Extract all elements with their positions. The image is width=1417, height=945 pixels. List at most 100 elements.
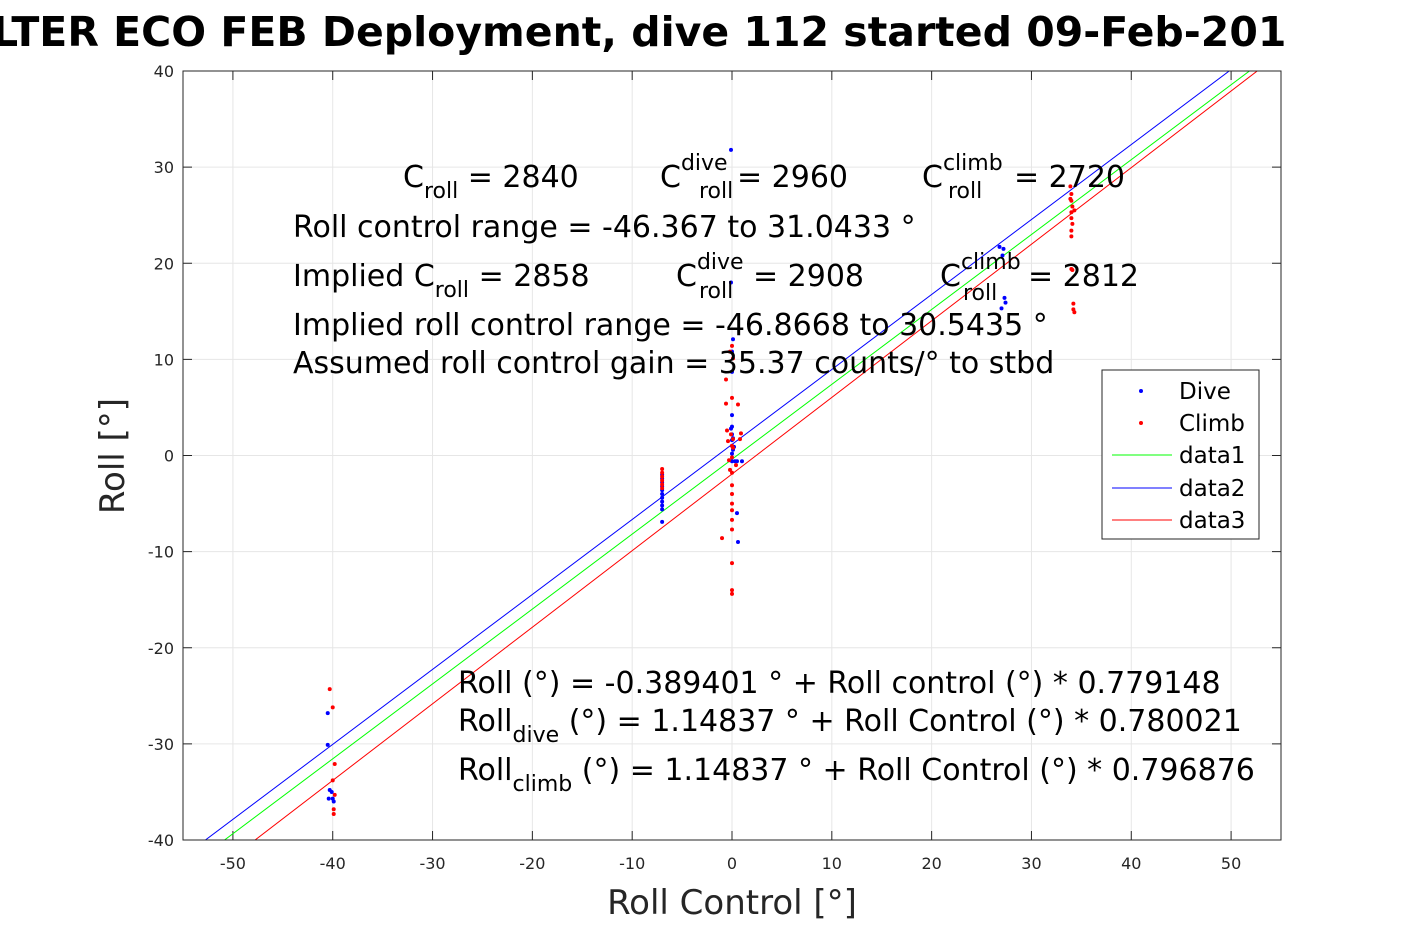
- climb-point: [730, 501, 734, 506]
- climb-point: [1068, 184, 1073, 189]
- climb-point: [327, 687, 332, 692]
- legend-label-climb: Climb: [1179, 411, 1245, 437]
- climb-point: [1072, 208, 1077, 213]
- legend-label-dive: Dive: [1179, 379, 1231, 405]
- climb-point: [726, 439, 731, 444]
- x-tick-label: 0: [727, 854, 737, 873]
- dive-point: [730, 413, 734, 418]
- climb-point: [733, 463, 738, 468]
- climb-point: [730, 491, 734, 496]
- y-tick-label: 0: [164, 447, 174, 466]
- climb-point: [730, 395, 734, 400]
- climb-point: [330, 705, 335, 710]
- y-tick-label: 10: [154, 350, 174, 369]
- climb-point: [1068, 196, 1073, 201]
- dive-point: [729, 280, 734, 285]
- dive-point: [660, 503, 665, 508]
- climb-point: [330, 778, 335, 783]
- climb-point: [1069, 228, 1074, 233]
- annotation-implied-climb-sub: roll: [963, 281, 997, 306]
- climb-point: [1069, 234, 1074, 239]
- dive-point: [730, 424, 734, 429]
- x-tick-label: 10: [822, 854, 842, 873]
- climb-point: [1070, 267, 1075, 272]
- annotation-croll-climb-sub: roll: [948, 179, 982, 204]
- climb-point: [728, 467, 733, 472]
- x-tick-label: 30: [1021, 854, 1041, 873]
- climb-point: [730, 527, 734, 532]
- climb-point: [331, 812, 336, 817]
- x-tick-label: -10: [619, 854, 645, 873]
- climb-point: [1070, 221, 1075, 226]
- y-tick-label: -30: [148, 735, 174, 754]
- dive-point: [660, 499, 665, 504]
- dive-point: [1003, 300, 1008, 305]
- climb-point: [729, 432, 734, 437]
- climb-point: [331, 807, 336, 812]
- climb-point: [724, 377, 729, 382]
- dive-point: [326, 796, 331, 801]
- climb-point: [724, 401, 729, 406]
- climb-point: [730, 517, 734, 522]
- x-tick-label: -40: [320, 854, 346, 873]
- climb-point: [730, 470, 734, 475]
- climb-point: [730, 561, 734, 566]
- climb-point: [730, 591, 734, 596]
- y-tick-label: -10: [148, 543, 174, 562]
- x-tick-label: -20: [519, 854, 545, 873]
- annotation-implied-climb: Cclimb: [940, 250, 1021, 294]
- dive-point: [734, 459, 739, 464]
- climb-point: [730, 356, 735, 361]
- y-tick-label: 30: [154, 158, 174, 177]
- dive-point: [331, 799, 336, 804]
- climb-point: [720, 536, 725, 541]
- dive-point: [729, 147, 734, 152]
- legend-label-data3: data3: [1179, 508, 1245, 534]
- annotation-implied-dive-sub: roll: [699, 279, 733, 304]
- climb-point: [735, 402, 740, 407]
- x-axis-label: Roll Control [°]: [607, 883, 857, 923]
- dive-point: [735, 540, 740, 545]
- dive-point: [730, 337, 735, 342]
- climb-point: [1072, 310, 1077, 315]
- dive-point: [325, 711, 330, 716]
- annotation-fit-dive: Rolldive (°) = 1.14837 ° + Roll Control …: [458, 704, 1242, 748]
- annotation-croll-dive-value: = 2960: [737, 160, 848, 195]
- legend-label-data1: data1: [1179, 443, 1245, 469]
- dive-point: [329, 789, 334, 794]
- annotation-implied-range: Implied roll control range = -46.8668 to…: [293, 308, 1048, 343]
- dive-point: [734, 511, 739, 516]
- annotation-croll-dive: Cdive: [660, 151, 728, 195]
- annotation-croll-climb: Cclimb: [922, 151, 1003, 195]
- climb-point: [660, 478, 665, 483]
- x-tick-label: 20: [921, 854, 941, 873]
- data-points: [325, 147, 1077, 817]
- annotation-implied-croll: Implied Croll = 2858: [293, 259, 590, 303]
- dive-point: [997, 244, 1002, 249]
- annotation-roll-control-range: Roll control range = -46.367 to 31.0433 …: [293, 210, 916, 245]
- y-tick-label: -20: [148, 639, 174, 658]
- climb-point: [730, 483, 734, 488]
- climb-point: [332, 792, 337, 797]
- annotation-fit-climb: Rollclimb (°) = 1.14837 ° + Roll Control…: [458, 753, 1255, 797]
- y-tick-label: 40: [154, 62, 174, 81]
- climb-point: [332, 762, 337, 767]
- y-tick-label: -40: [148, 831, 174, 850]
- annotation-implied-dive: Cdive: [676, 250, 744, 294]
- dive-point: [660, 495, 665, 500]
- annotation-croll: Croll = 2840: [403, 160, 579, 204]
- climb-point: [660, 466, 665, 471]
- climb-point: [730, 588, 734, 593]
- chart-title: LTER ECO FEB Deployment, dive 112 starte…: [0, 8, 1286, 56]
- climb-point: [1069, 210, 1074, 215]
- climb-point: [730, 437, 735, 442]
- annotation-control-gain: Assumed roll control gain = 35.37 counts…: [293, 346, 1054, 381]
- dive-point: [660, 491, 665, 496]
- dive-point: [1001, 246, 1006, 251]
- y-axis-label: Roll [°]: [93, 398, 133, 514]
- dive-point: [660, 519, 665, 524]
- climb-point: [730, 508, 734, 513]
- tick-labels: -50 -40 -30 -20 -10 0 10 20 30 40 50 -40 -30 -20 -10 0 1…: [148, 62, 1241, 873]
- x-tick-label: 40: [1121, 854, 1141, 873]
- legend: Dive Climb data1 data2 data3: [1101, 369, 1260, 540]
